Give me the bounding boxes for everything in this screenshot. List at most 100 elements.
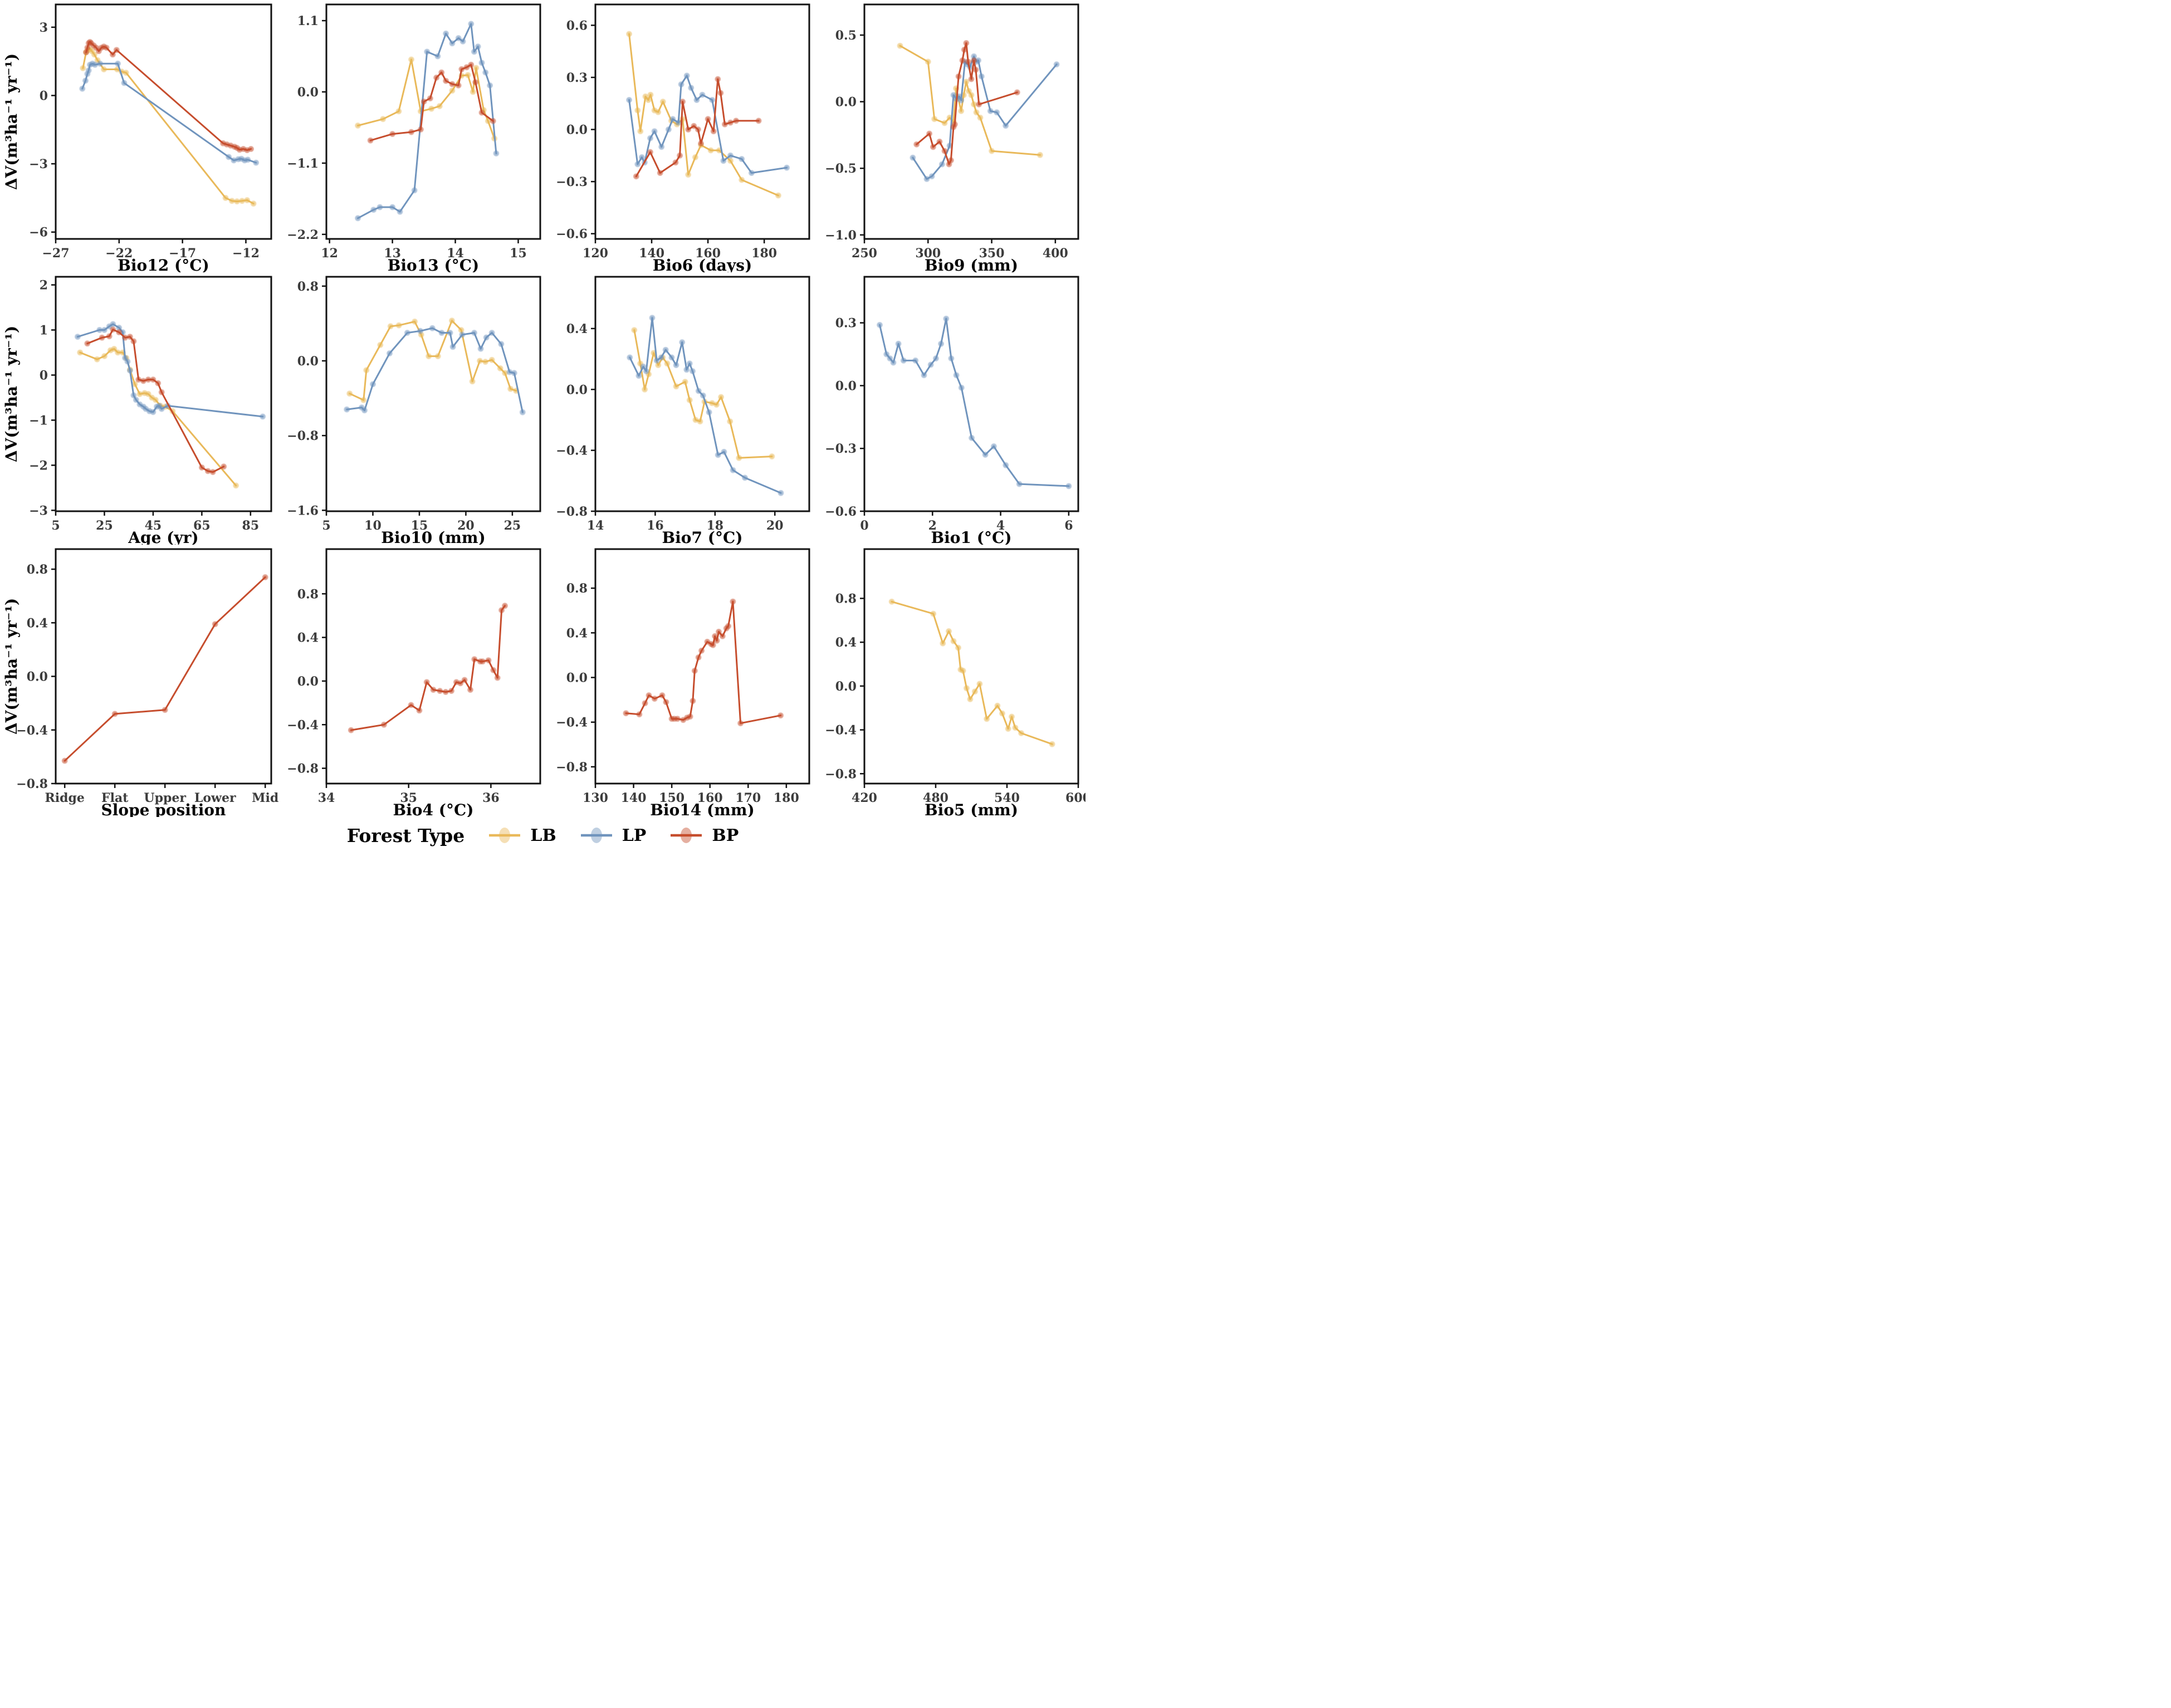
data-point bbox=[646, 372, 651, 376]
data-point bbox=[361, 398, 366, 403]
data-point bbox=[994, 110, 999, 115]
data-point bbox=[493, 151, 498, 156]
x-tick-bio14: 160 bbox=[697, 791, 723, 805]
data-point bbox=[910, 155, 915, 160]
data-point bbox=[977, 682, 982, 686]
x-tick-bio5: 600 bbox=[1065, 791, 1086, 805]
data-point bbox=[974, 67, 978, 72]
data-point bbox=[693, 418, 698, 422]
data-point bbox=[1013, 725, 1018, 730]
data-point bbox=[478, 346, 483, 351]
x-tick-slope: Flat bbox=[101, 791, 129, 805]
data-point bbox=[660, 693, 664, 698]
data-point bbox=[933, 356, 938, 361]
x-tick-age: 65 bbox=[193, 518, 211, 533]
series-lb-bio7 bbox=[631, 327, 775, 461]
x-tick-bio1: 4 bbox=[996, 518, 1005, 533]
data-point bbox=[487, 83, 492, 88]
y-tick-bio13: 0.0 bbox=[297, 85, 319, 100]
data-point bbox=[706, 116, 711, 121]
x-tick-bio6: 160 bbox=[695, 246, 721, 261]
data-point bbox=[675, 716, 680, 721]
data-point bbox=[242, 158, 247, 163]
y-tick-slope: 0.0 bbox=[27, 670, 48, 684]
data-point bbox=[449, 82, 454, 86]
data-point bbox=[498, 366, 503, 371]
x-tick-bio10: 20 bbox=[457, 518, 475, 533]
data-point bbox=[974, 110, 979, 115]
data-point bbox=[520, 410, 525, 415]
data-point bbox=[125, 359, 130, 364]
data-point bbox=[430, 326, 435, 331]
data-point bbox=[951, 639, 956, 644]
data-point bbox=[971, 102, 976, 107]
data-point bbox=[472, 330, 477, 335]
y-tick-slope: 0.4 bbox=[27, 616, 48, 630]
chart-bio7: 14 16 18 20 0.4 0.0 −0.4 −0.8 Bio7 (°C) bbox=[556, 276, 810, 545]
data-point bbox=[684, 367, 689, 372]
x-tick-bio14: 150 bbox=[659, 791, 684, 805]
data-point bbox=[926, 59, 931, 64]
data-point bbox=[696, 127, 701, 132]
data-point bbox=[728, 153, 733, 158]
x-tick-bio13: 14 bbox=[447, 246, 464, 261]
data-point bbox=[951, 125, 956, 130]
data-point bbox=[947, 143, 952, 148]
data-point bbox=[927, 131, 932, 136]
y-tick-bio7: −0.4 bbox=[556, 444, 588, 458]
data-point bbox=[263, 575, 268, 580]
y-tick-age: 0 bbox=[40, 368, 48, 383]
data-point bbox=[435, 54, 440, 58]
data-point bbox=[418, 127, 423, 132]
data-point bbox=[443, 31, 448, 36]
data-point bbox=[159, 390, 164, 395]
legend-label-lb: LB bbox=[530, 825, 556, 845]
data-point bbox=[889, 599, 894, 604]
data-point bbox=[116, 325, 121, 330]
y-tick-bio14: −0.4 bbox=[556, 716, 588, 730]
data-point bbox=[83, 78, 88, 83]
data-point bbox=[901, 358, 906, 363]
data-point bbox=[409, 57, 414, 62]
data-point bbox=[405, 330, 410, 335]
data-point bbox=[239, 198, 245, 203]
data-point bbox=[388, 324, 393, 329]
chart-age: 5 25 45 65 85 2 1 0 −1 −2 −3 Age (yr) ΔV(m³ha⁻¹ yr⁻¹… bbox=[2, 276, 272, 545]
data-point bbox=[995, 703, 1000, 708]
data-point bbox=[486, 119, 491, 124]
data-point bbox=[163, 707, 168, 712]
data-point bbox=[157, 403, 162, 408]
data-point bbox=[437, 688, 442, 693]
data-point bbox=[877, 322, 882, 327]
data-point bbox=[940, 162, 945, 167]
data-point bbox=[698, 143, 703, 148]
series-lp-bio7 bbox=[627, 315, 784, 496]
xlabel-bio7: Bio7 (°C) bbox=[662, 528, 743, 545]
data-point bbox=[736, 456, 741, 461]
data-point bbox=[974, 59, 979, 64]
y-tick-bio1: 0.3 bbox=[835, 316, 857, 331]
data-point bbox=[87, 46, 92, 51]
x-tick-bio1: 6 bbox=[1064, 518, 1073, 533]
data-point bbox=[426, 354, 431, 359]
data-point bbox=[234, 145, 239, 150]
data-point bbox=[502, 370, 507, 375]
data-point bbox=[669, 716, 674, 721]
bp-line-marker-icon bbox=[668, 824, 704, 846]
data-point bbox=[439, 70, 444, 75]
series-lb-bio12 bbox=[80, 46, 257, 207]
y-tick-bio7: −0.8 bbox=[556, 505, 588, 519]
data-point bbox=[134, 398, 139, 402]
series-lp-bio13 bbox=[355, 21, 500, 222]
x-tick-bio9: 250 bbox=[852, 246, 877, 261]
data-point bbox=[80, 66, 85, 71]
data-point bbox=[502, 603, 507, 608]
data-point bbox=[347, 391, 352, 396]
data-point bbox=[480, 60, 484, 65]
data-point bbox=[727, 419, 732, 424]
data-point bbox=[133, 381, 138, 386]
data-point bbox=[700, 92, 705, 97]
data-point bbox=[473, 66, 478, 70]
data-point bbox=[670, 116, 675, 121]
chart-bio6: 120 140 160 180 0.6 0.3 0.0 −0.3 −0.6 Bio6 (days) bbox=[556, 3, 810, 272]
